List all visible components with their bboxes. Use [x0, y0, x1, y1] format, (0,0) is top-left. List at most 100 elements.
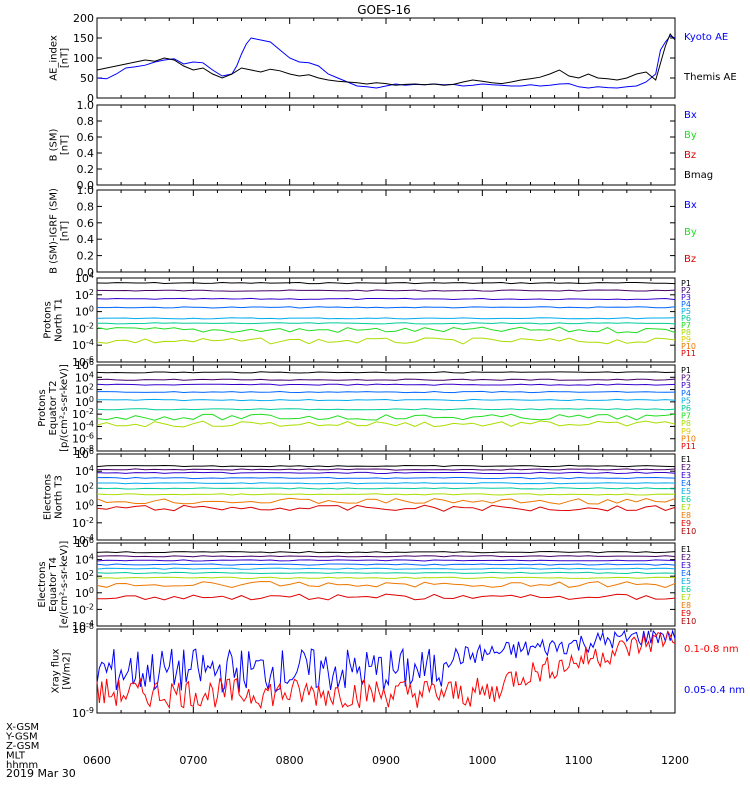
x-axis: 0600 0700 0800 0900 1000 1100 1200 X-GSMY-GSMZ-… — [5, 722, 689, 780]
y-tick-label: 0.2 — [77, 250, 95, 263]
series-line — [96, 337, 676, 345]
series-line — [96, 378, 676, 381]
y-tick-label: 104 — [75, 271, 94, 285]
y-axis-title-line: [p/(cm²-s-sr-keV)] — [59, 364, 70, 452]
legend-label: E8 — [681, 511, 691, 520]
series-line — [96, 555, 676, 558]
y-tick-label: 10-9 — [72, 706, 94, 720]
y-tick-label: 10-2 — [72, 516, 94, 530]
legend-label: P4 — [681, 300, 691, 309]
series-line — [96, 550, 676, 554]
y-tick-label: 104 — [75, 464, 94, 478]
legend-label: E8 — [681, 601, 691, 610]
y-tick-label: 102 — [75, 383, 94, 397]
y-axis-title-line: [nT] — [60, 48, 71, 68]
panel-frame — [96, 364, 676, 452]
legend-label: P2 — [681, 374, 691, 383]
y-tick-label: 10-4 — [72, 419, 94, 433]
legend-label: P7 — [681, 412, 691, 421]
x-tick-label: 1100 — [565, 754, 593, 767]
y-axis-title-line: B (SM)-IGRF (SM) — [49, 188, 60, 274]
series-line — [96, 420, 676, 428]
y-axis-title: Electrons Equator T4 [e/(cm²-s-sr-keV)] — [37, 541, 70, 629]
y-tick-label: 0.4 — [77, 233, 95, 246]
legend-label: P1 — [681, 366, 691, 375]
y-tick-label: 100 — [75, 499, 94, 513]
legend-label: Bx — [684, 200, 697, 211]
y-tick-label: 0.8 — [77, 200, 95, 213]
x-tick-label: 1200 — [661, 754, 689, 767]
legend-label: E10 — [681, 527, 696, 536]
footer-label: hhmm — [6, 760, 38, 771]
y-axis-title-line: [e/(cm²-s-sr-keV)] — [59, 541, 70, 629]
series-line — [96, 571, 676, 575]
panel-frame — [96, 628, 676, 714]
y-tick-label: 106 — [75, 358, 94, 372]
plot-title: GOES-16 — [357, 3, 411, 17]
legend-label: 0.1-0.8 nm — [684, 644, 739, 655]
y-tick-label: 0.0 — [77, 179, 95, 192]
legend-label: E5 — [681, 577, 691, 586]
series-line — [96, 297, 676, 301]
legend-label: E4 — [681, 569, 691, 578]
y-axis-title-line: Equator T4 — [48, 557, 59, 612]
legend-label: By — [684, 130, 697, 141]
legend-label: P4 — [681, 389, 691, 398]
series-line — [96, 471, 676, 475]
legend-label: E9 — [681, 609, 691, 618]
y-tick-label: 104 — [75, 370, 94, 384]
y-tick-label: 10-6 — [72, 355, 94, 369]
y-tick-label: 1.0 — [77, 99, 95, 112]
date-label: 2019 Mar 30 — [6, 767, 76, 780]
series-line — [96, 317, 676, 320]
legend-label: Bz — [684, 254, 696, 265]
series-line — [96, 629, 676, 694]
series-line — [96, 35, 676, 89]
y-axis-title-line: Protons — [37, 389, 48, 426]
series-line — [96, 289, 676, 292]
y-tick-label: 0.4 — [77, 147, 95, 160]
footer-label: Z-GSM — [6, 741, 39, 752]
legend-label: P6 — [681, 314, 691, 323]
series-line — [96, 371, 676, 374]
footer-label: X-GSM — [6, 722, 39, 733]
y-axis-title-line: Xray flux — [51, 649, 62, 694]
legend-label: E6 — [681, 585, 691, 594]
legend-label: P5 — [681, 307, 691, 316]
legend-label: P10 — [681, 342, 696, 351]
legend-label: E1 — [681, 455, 691, 464]
legend-label: E5 — [681, 487, 691, 496]
series-line — [96, 33, 676, 86]
x-tick-label: 1000 — [468, 754, 496, 767]
legend-label: E3 — [681, 471, 691, 480]
series-line — [96, 326, 676, 334]
series-line — [96, 464, 676, 468]
x-tick-label: 0700 — [179, 754, 207, 767]
series-line — [96, 476, 676, 480]
series-line — [96, 413, 676, 421]
legend-label: E10 — [681, 617, 696, 626]
y-tick-label: 10-2 — [72, 321, 94, 335]
y-tick-label: 102 — [75, 288, 94, 302]
y-tick-label: 10-6 — [72, 432, 94, 446]
panel-xray: 10-8 10-9 Xray flux [W/m2] 0.1-0.8 nm 0.05-0.… — [51, 622, 746, 720]
legend-label: P8 — [681, 328, 691, 337]
panel-b_sm: 0.0 0.2 0.4 0.6 0.8 1.0 B (SM) [nT] Bx By Bz Bmag — [49, 99, 714, 192]
y-axis-title-line: North T1 — [54, 298, 65, 342]
panel-frame — [96, 189, 676, 273]
y-tick-label: 0 — [87, 92, 94, 105]
legend-label: P11 — [681, 442, 696, 451]
series-line — [96, 497, 676, 505]
y-axis-title: Electrons North T3 — [43, 474, 65, 520]
legend-label: E7 — [681, 503, 691, 512]
y-tick-label: 0.8 — [77, 115, 95, 128]
legend-label: P3 — [681, 293, 691, 302]
y-axis-title-line: AE_index — [49, 35, 60, 81]
legend-label: Bx — [684, 110, 697, 121]
y-axis-title: Xray flux [W/m2] — [51, 649, 73, 694]
y-tick-label: 100 — [75, 586, 94, 600]
legend-label: P8 — [681, 419, 691, 428]
x-tick-label: 0900 — [372, 754, 400, 767]
y-axis-title: Protons North T1 — [43, 298, 65, 342]
